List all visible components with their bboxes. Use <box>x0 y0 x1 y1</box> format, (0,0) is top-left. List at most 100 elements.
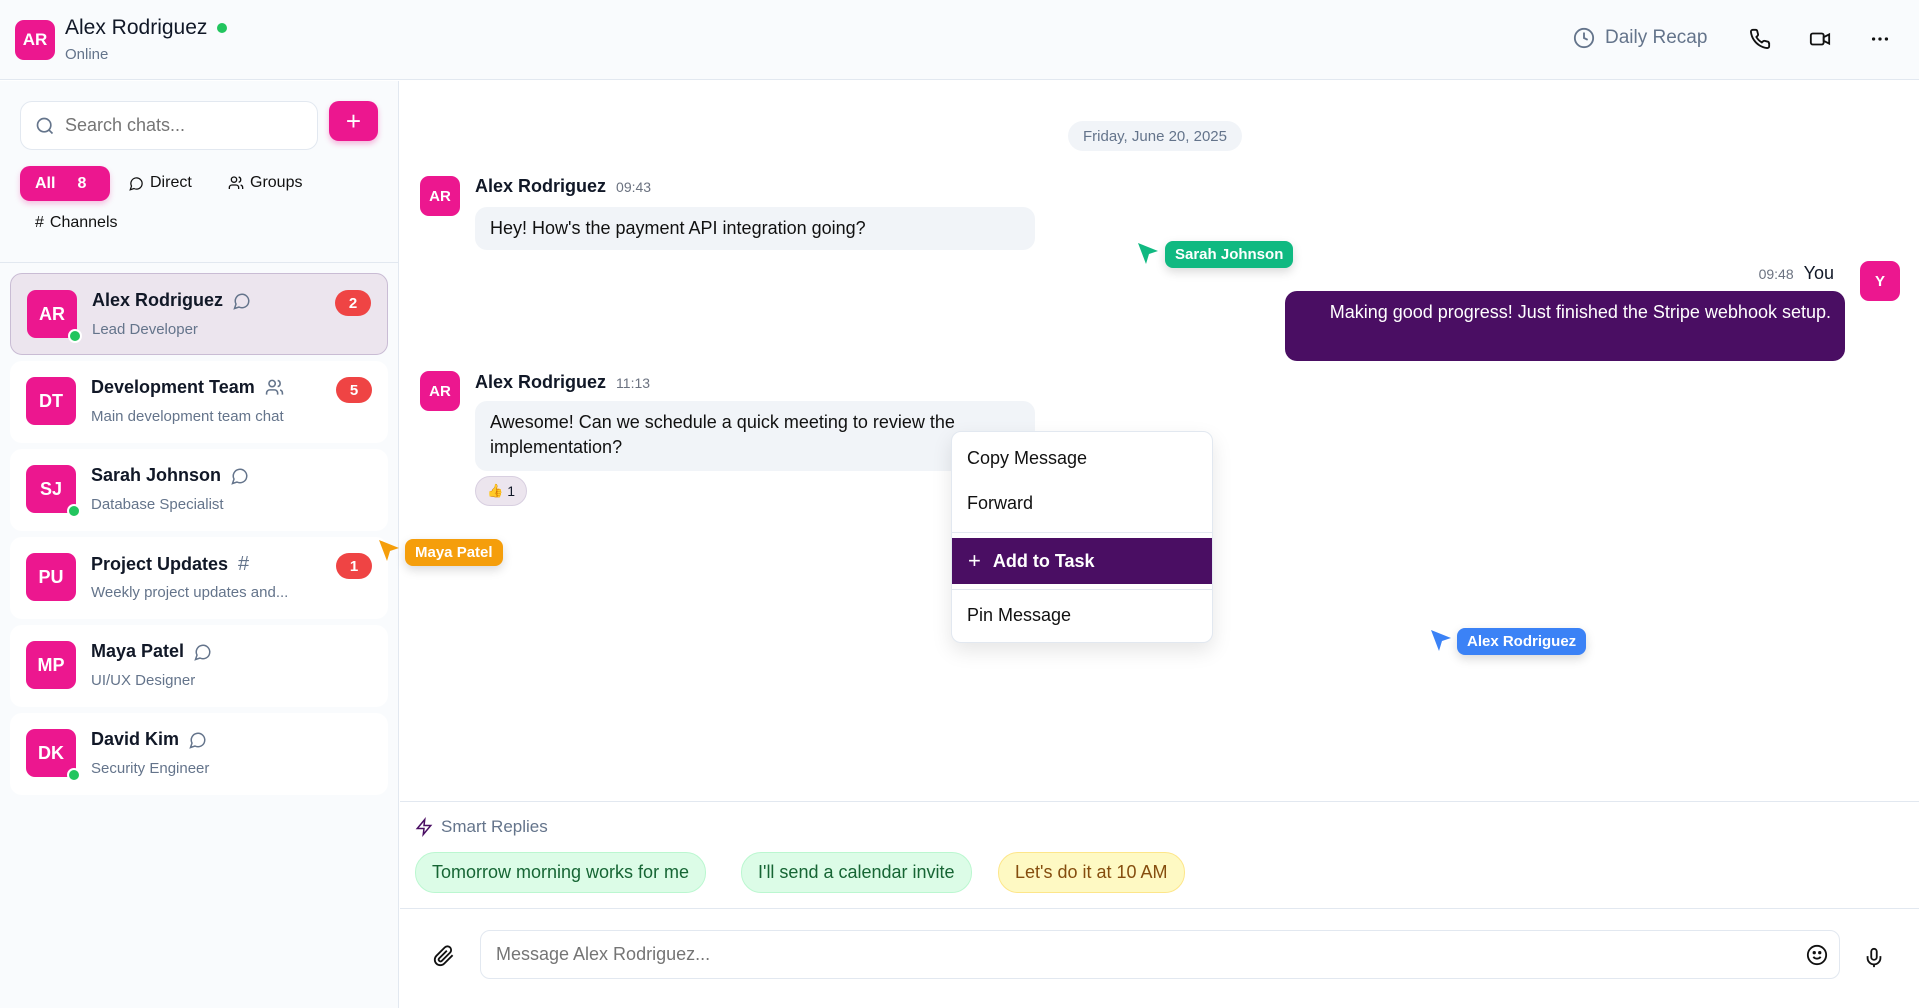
smart-reply-chip[interactable]: Tomorrow morning works for me <box>415 852 707 893</box>
date-separator: Friday, June 20, 2025 <box>1068 121 1242 151</box>
avatar: Y <box>1860 261 1900 301</box>
menu-item-copy-message[interactable]: Copy Message <box>967 448 1088 468</box>
message-input[interactable] <box>496 944 1776 965</box>
search-input[interactable] <box>65 115 305 136</box>
chat-bubble-icon <box>233 292 251 310</box>
cursor-arrow-icon <box>378 539 400 563</box>
avatar: SJ <box>26 465 76 513</box>
chat-subtitle: Security Engineer <box>91 760 210 777</box>
smart-reply-chip[interactable]: I'll send a calendar invite <box>741 852 972 893</box>
divider <box>952 589 1212 590</box>
chat-subtitle: Database Specialist <box>91 496 224 513</box>
chat-bubble-icon <box>231 467 249 485</box>
daily-recap-button[interactable]: Daily Recap <box>1573 27 1707 49</box>
menu-item-forward[interactable]: Forward <box>967 493 1034 513</box>
avatar: MP <box>26 641 76 689</box>
more-options-icon[interactable] <box>1869 28 1891 50</box>
message-bubble[interactable]: Hey! How's the payment API integration g… <box>475 207 1035 250</box>
contact-status: Online <box>65 46 109 63</box>
message-sender: Alex Rodriguez <box>475 372 607 392</box>
chat-subtitle: Main development team chat <box>91 408 284 425</box>
avatar: AR <box>420 371 460 411</box>
filter-direct-tab[interactable]: Direct <box>129 174 192 192</box>
online-indicator <box>217 23 228 33</box>
thumbs-up-icon: 👍 <box>487 483 504 498</box>
online-indicator <box>68 329 82 343</box>
reaction-count: 1 <box>507 483 515 499</box>
chat-subtitle: UI/UX Designer <box>91 672 196 689</box>
divider <box>0 262 399 263</box>
context-menu: Copy Message Forward + Add to Task Pin M… <box>951 431 1213 643</box>
filter-channels-label: Channels <box>49 214 118 231</box>
search-icon <box>35 116 55 136</box>
hash-icon: # <box>238 553 250 575</box>
smart-reply-chip[interactable]: Let's do it at 10 AM <box>998 852 1185 893</box>
message-time: 11:13 <box>616 375 651 391</box>
attachment-icon[interactable] <box>433 945 455 967</box>
collaborator-cursor-label: Alex Rodriguez <box>1457 628 1587 655</box>
microphone-icon[interactable] <box>1863 947 1885 969</box>
contact-name: Alex Rodriguez <box>65 16 208 39</box>
menu-item-pin-message[interactable]: Pin Message <box>967 605 1072 625</box>
filter-all-label: All <box>35 174 56 192</box>
online-indicator <box>67 768 81 782</box>
search-chats-field[interactable] <box>20 101 318 150</box>
chat-name: Development Team <box>91 377 255 397</box>
emoji-icon[interactable] <box>1806 944 1828 966</box>
lightning-icon <box>415 817 433 837</box>
divider <box>400 908 1919 909</box>
phone-icon[interactable] <box>1749 28 1771 50</box>
chat-list-item[interactable]: PU Project Updates # Weekly project updat… <box>10 537 388 619</box>
message-sender: Alex Rodriguez <box>475 176 607 196</box>
unread-badge: 2 <box>335 290 371 316</box>
unread-badge: 1 <box>336 553 372 579</box>
filter-all-count: 8 <box>77 174 87 192</box>
new-chat-button[interactable]: + <box>329 101 378 141</box>
avatar: PU <box>26 553 76 601</box>
message-time: 09:48 <box>1758 266 1794 282</box>
divider <box>400 801 1919 802</box>
chat-bubble-icon <box>194 643 212 661</box>
users-icon <box>265 378 284 397</box>
chat-name: Sarah Johnson <box>91 465 222 485</box>
chat-header: AR Alex Rodriguez Online Daily Recap <box>0 0 1919 80</box>
message-time: 09:43 <box>616 179 652 195</box>
message-field[interactable] <box>480 930 1840 979</box>
chat-list-item[interactable]: SJ Sarah Johnson Database Specialist <box>10 449 388 531</box>
collaborator-cursor-label: Sarah Johnson <box>1165 241 1294 268</box>
chat-bubble-icon <box>129 176 144 191</box>
chat-name: Project Updates <box>91 554 229 574</box>
filter-all-tab[interactable]: All 8 <box>20 166 110 201</box>
users-icon <box>228 175 244 191</box>
chat-list-item[interactable]: DT Development Team Main development tea… <box>10 361 388 443</box>
video-call-icon[interactable] <box>1809 28 1831 50</box>
chat-subtitle: Weekly project updates and... <box>91 584 289 601</box>
unread-badge: 5 <box>336 377 372 403</box>
chat-name: Alex Rodriguez <box>92 290 224 310</box>
plus-icon: + <box>968 548 981 573</box>
avatar: AR <box>420 176 460 216</box>
reaction-chip[interactable]: 👍 1 <box>475 476 527 506</box>
collaborator-cursor-label: Maya Patel <box>405 539 503 566</box>
chat-name: Maya Patel <box>91 641 185 661</box>
filter-channels-tab[interactable]: # Channels <box>35 214 118 232</box>
chat-list-item[interactable]: DK David Kim Security Engineer <box>10 713 388 795</box>
message-bubble[interactable]: Awesome! Can we schedule a quick meeting… <box>475 401 1035 471</box>
cursor-arrow-icon <box>1430 629 1452 653</box>
avatar: AR <box>27 290 77 338</box>
chat-list-item[interactable]: AR Alex Rodriguez Lead Developer 2 <box>10 273 388 355</box>
daily-recap-label: Daily Recap <box>1605 27 1708 48</box>
menu-item-add-to-task[interactable]: + Add to Task <box>952 538 1212 584</box>
online-indicator <box>67 504 81 518</box>
filter-groups-tab[interactable]: Groups <box>228 174 302 192</box>
message-sender: You <box>1803 263 1834 283</box>
hash-icon: # <box>35 214 44 231</box>
chat-bubble-icon <box>189 731 207 749</box>
add-to-task-label: Add to Task <box>992 550 1095 571</box>
chat-subtitle: Lead Developer <box>92 321 198 338</box>
avatar: DK <box>26 729 76 777</box>
chat-list-item[interactable]: MP Maya Patel UI/UX Designer <box>10 625 388 707</box>
message-bubble-own[interactable]: Making good progress! Just finished the … <box>1285 291 1845 361</box>
chat-name: David Kim <box>91 729 180 749</box>
smart-replies-label: Smart Replies <box>441 817 548 836</box>
